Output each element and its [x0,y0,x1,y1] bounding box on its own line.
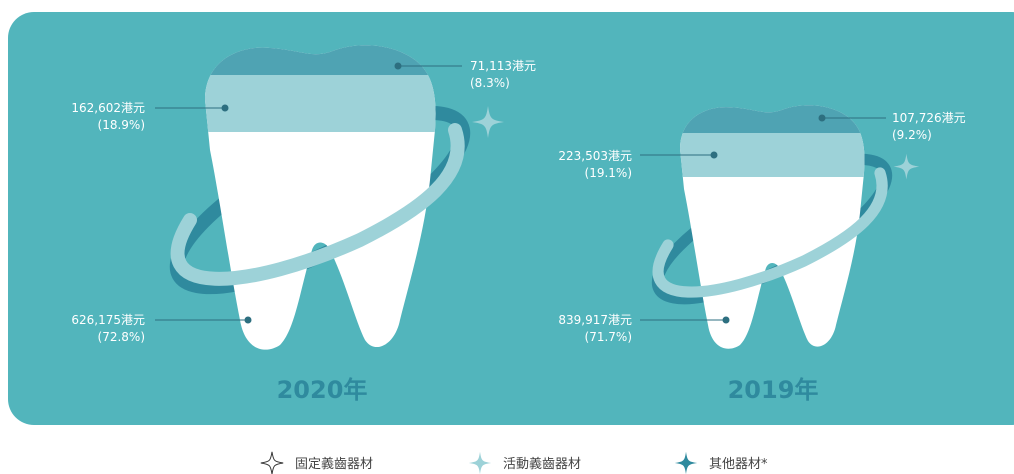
amount: 839,917港元 [558,313,632,327]
labels-2019: 839,917港元 (71.7%) 223,503港元 (19.1%) 107,… [558,111,965,404]
labels-2020: 626,175港元 (72.8%) 162,602港元 (18.9%) 71,1… [71,59,536,404]
amount: 71,113港元 [470,59,536,73]
legend: 固定義齒器材 活動義齒器材 其他器材* [260,451,768,474]
amount: 223,503港元 [558,149,632,163]
percent: (18.9%) [98,118,145,132]
legend-label: 其他器材* [709,457,768,472]
percent: (8.3%) [470,76,510,90]
amount: 162,602港元 [71,101,145,115]
year: 2020年 [277,376,368,404]
percent: (19.1%) [585,166,632,180]
percent: (9.2%) [892,128,932,142]
percent: (71.7%) [585,330,632,344]
percent: (72.8%) [98,330,145,344]
legend-label: 活動義齒器材 [503,456,581,472]
year: 2019年 [728,376,819,404]
amount: 626,175港元 [71,313,145,327]
legend-label: 固定義齒器材 [295,456,373,472]
amount: 107,726港元 [892,111,966,125]
